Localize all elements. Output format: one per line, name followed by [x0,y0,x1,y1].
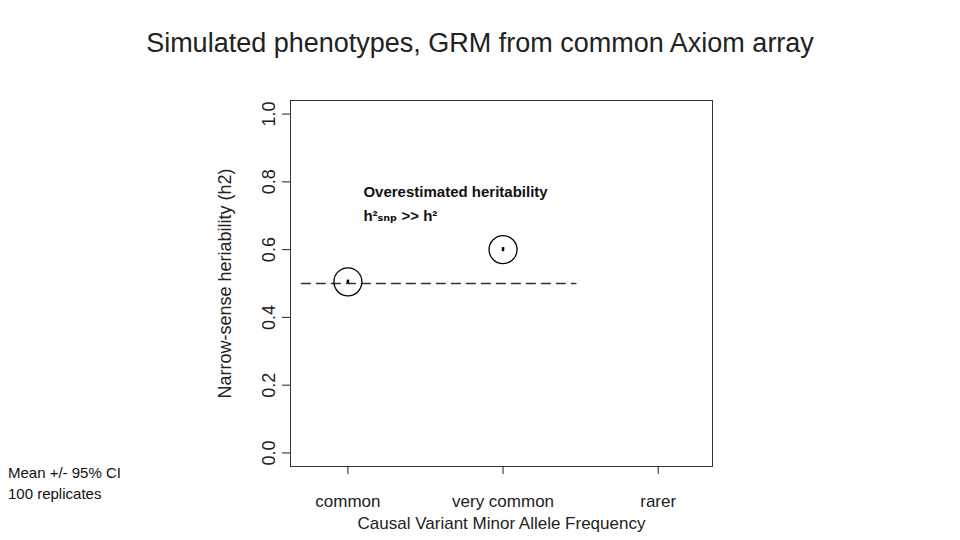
svg-text:0.0: 0.0 [259,440,279,465]
html-text:Simulated phenotypes, GRM from: Simulated phenotypes, GRM from common Ax… [146,28,814,58]
svg-text:1.0: 1.0 [259,102,279,127]
svg-text:0.4: 0.4 [259,305,279,330]
svg-text:Overestimated heritability: Overestimated heritability [363,183,548,200]
svg-text:0.8: 0.8 [259,169,279,194]
html-text:100 replicates: 100 replicates [8,485,102,502]
svg-text:Narrow-sense heriability (h2): Narrow-sense heriability (h2) [215,168,235,398]
svg-text:0.6: 0.6 [259,237,279,262]
svg-text:common: common [315,492,380,511]
svg-text:rarer: rarer [640,492,676,511]
svg-text:very common: very common [452,492,554,511]
svg-text:h²ₛₙₚ >> h²: h²ₛₙₚ >> h² [363,207,437,224]
html-text:Mean +/- 95% CI: Mean +/- 95% CI [8,464,121,481]
svg-text:0.2: 0.2 [259,373,279,398]
svg-text:Causal Variant Minor Allele Fr: Causal Variant Minor Allele Frequency [358,514,646,533]
